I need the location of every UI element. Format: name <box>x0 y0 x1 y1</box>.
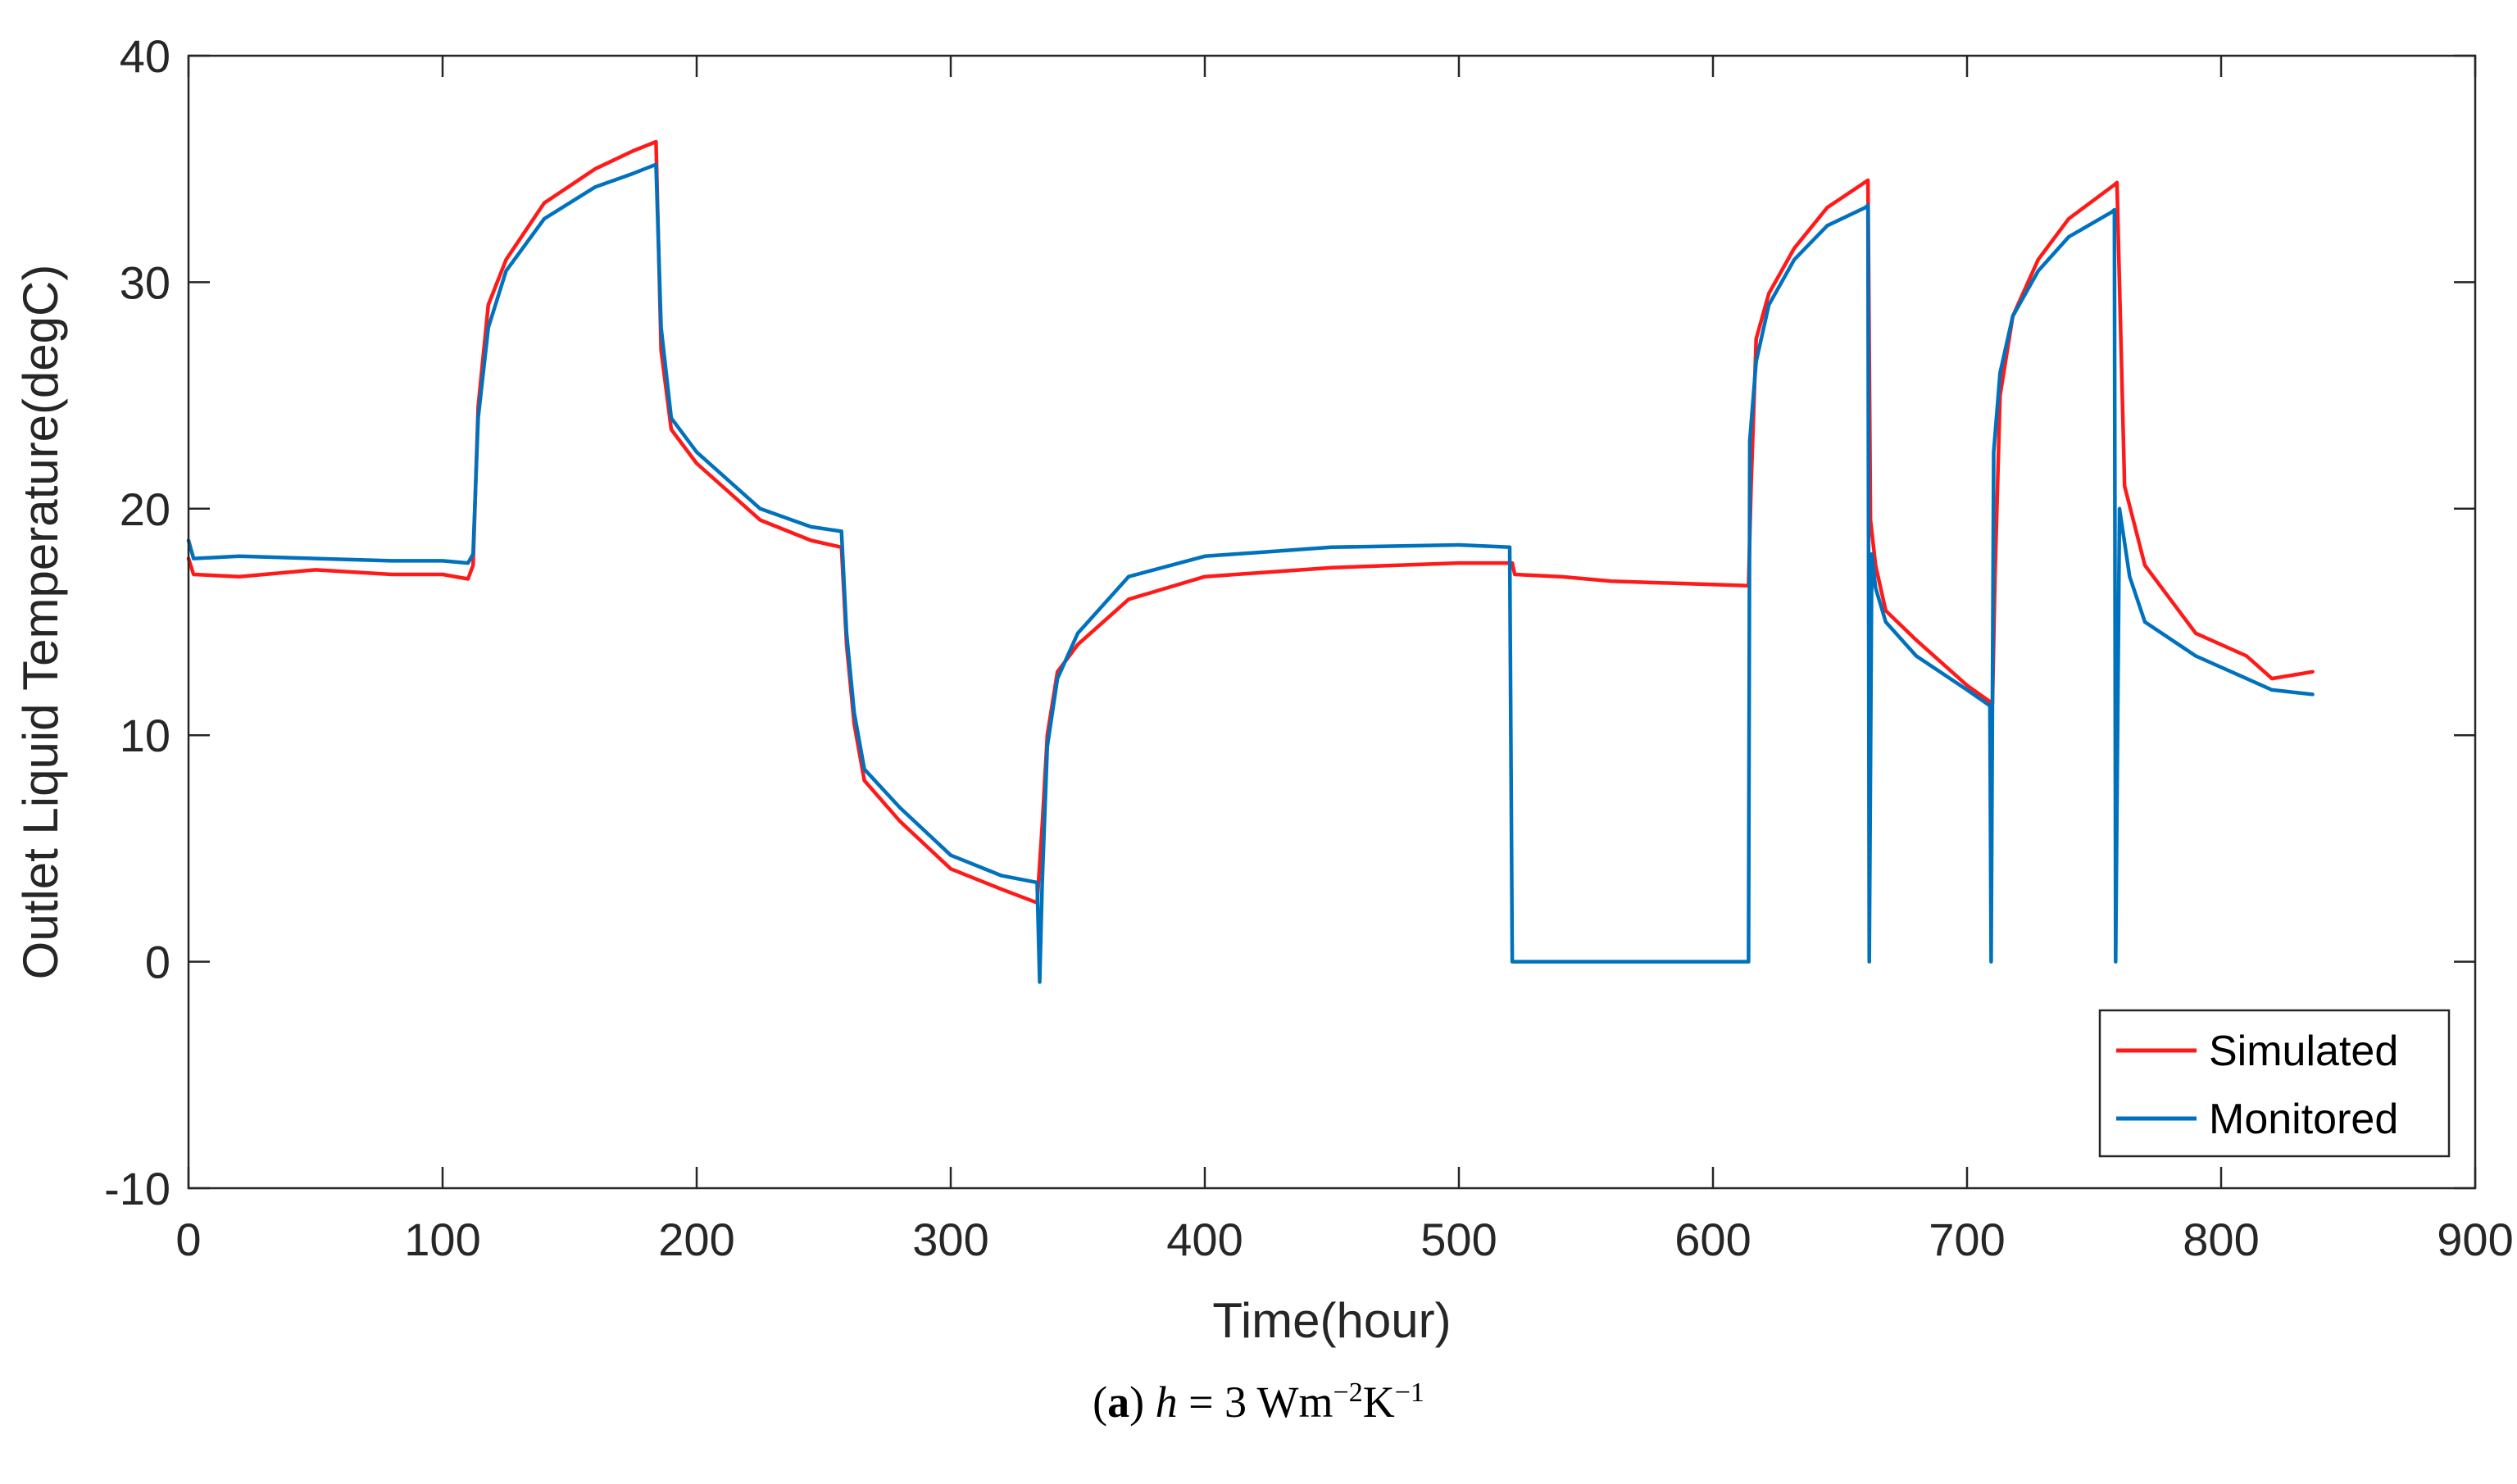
y-tick-label: 0 <box>145 937 170 988</box>
caption-unit-k: K <box>1362 1377 1395 1427</box>
legend-label-simulated: Simulated <box>2209 1028 2398 1075</box>
x-tick-label: 100 <box>404 1214 480 1265</box>
x-tick-label: 600 <box>1674 1214 1751 1265</box>
caption-equation: = 3 Wm <box>1177 1377 1333 1427</box>
x-tick-label: 200 <box>658 1214 734 1265</box>
y-axis-title: Outlet Liquid Temperature(degC) <box>13 265 68 980</box>
x-tick-label: 900 <box>2437 1214 2513 1265</box>
x-tick-label: 400 <box>1166 1214 1243 1265</box>
y-tick-label: 20 <box>120 483 170 535</box>
x-tick-label: 300 <box>912 1214 988 1265</box>
plot-frame <box>187 54 2477 1190</box>
caption-exponent-2: −1 <box>1394 1377 1424 1408</box>
series-line-simulated <box>186 139 2315 905</box>
caption-exponent-1: −2 <box>1333 1377 1363 1408</box>
plot-area <box>189 56 2475 1188</box>
x-tick-label: 800 <box>2183 1214 2259 1265</box>
series-layer <box>186 139 2315 984</box>
series-line-monitored <box>186 162 2315 984</box>
x-tick-label: 700 <box>1929 1214 2005 1265</box>
x-tick-label: 500 <box>1420 1214 1497 1265</box>
y-tick-label: 30 <box>120 256 170 308</box>
caption-label: a <box>1107 1377 1130 1427</box>
x-axis-title: Time(hour) <box>1212 1293 1451 1348</box>
y-tick-label: 40 <box>120 30 170 82</box>
figure-caption: (a) h = 3 Wm−2K−1 <box>1093 1377 1424 1427</box>
caption-variable: h <box>1155 1377 1178 1427</box>
legend-box <box>2098 1009 2451 1158</box>
legend-label-monitored: Monitored <box>2209 1096 2398 1143</box>
plot-background <box>189 56 2475 1188</box>
y-tick-label: 10 <box>120 710 170 761</box>
x-tick-label: 0 <box>175 1214 201 1265</box>
legend[interactable]: Simulated Monitored <box>2098 1009 2451 1158</box>
y-tick-label: -10 <box>104 1163 170 1214</box>
